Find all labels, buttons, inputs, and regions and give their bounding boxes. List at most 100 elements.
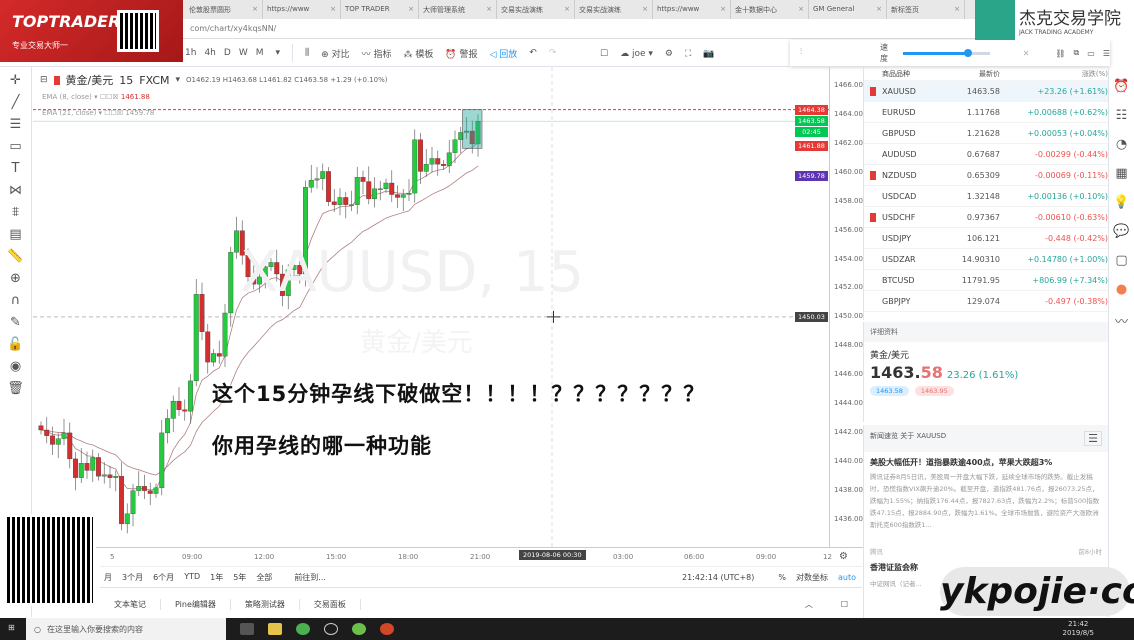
- horizontal-lines-icon[interactable]: ☰: [9, 117, 22, 132]
- browser-tab[interactable]: 新标签页 ×: [887, 0, 965, 19]
- close-tab-icon[interactable]: ×: [330, 5, 336, 13]
- windows-start-icon[interactable]: ⊞: [8, 623, 15, 632]
- settings-icon[interactable]: ⚙: [664, 48, 673, 59]
- pattern-icon[interactable]: ⋈: [9, 183, 22, 198]
- log-scale-toggle[interactable]: 对数坐标: [795, 572, 828, 582]
- watchlist-row[interactable]: GBPJPY 129.074 -0.497 (-0.38%): [864, 291, 1108, 312]
- lock-icon[interactable]: 🔓: [7, 337, 24, 352]
- replay-button[interactable]: ◁ 回放: [489, 49, 518, 60]
- interval-1h[interactable]: 1h: [185, 48, 197, 58]
- watchlist-row[interactable]: USDJPY 106.121 -0.448 (-0.42%): [864, 228, 1108, 249]
- browser-tab[interactable]: https://www ×: [263, 0, 341, 19]
- close-tab-icon[interactable]: ×: [252, 5, 258, 13]
- fullscreen-icon[interactable]: ⛶: [684, 48, 692, 59]
- news-headline-2[interactable]: 香港证监会称: [870, 563, 918, 572]
- interval-D[interactable]: D: [223, 48, 231, 58]
- alert-button[interactable]: ⏰ 警报: [445, 49, 478, 60]
- tab-pine-editor[interactable]: Pine编辑器: [161, 598, 231, 610]
- file-explorer-icon[interactable]: [268, 623, 282, 635]
- close-icon[interactable]: ✕: [1022, 48, 1030, 58]
- range-button[interactable]: YTD: [184, 571, 201, 581]
- indicators-button[interactable]: 〰 指标: [361, 49, 392, 60]
- browser-tab[interactable]: GM General ×: [809, 0, 887, 19]
- watchlist-row[interactable]: USDCAD 1.32148 +0.00136 (+0.10%): [864, 186, 1108, 207]
- layout-icon[interactable]: ☐: [600, 48, 609, 59]
- trendline-icon[interactable]: ╱: [11, 95, 20, 110]
- watchlist-row[interactable]: EURUSD 1.11768 +0.00688 (+0.62%): [864, 102, 1108, 123]
- close-tab-icon[interactable]: ×: [486, 5, 492, 13]
- watchlist-row[interactable]: USDCHF 0.97367 -0.00610 (-0.63%): [864, 207, 1108, 228]
- close-tab-icon[interactable]: ×: [564, 5, 570, 13]
- speed-slider[interactable]: [902, 48, 990, 57]
- alarm-clock-icon[interactable]: ⏰: [1113, 79, 1130, 94]
- watchlist-row[interactable]: NZDUSD 0.65309 -0.00069 (-0.11%): [864, 165, 1108, 186]
- collapse-icon[interactable]: ⊟: [40, 75, 48, 85]
- taskbar-clock[interactable]: 21:42 2019/8/5: [1063, 620, 1094, 638]
- browser-tab[interactable]: 金十数据中心 ×: [731, 0, 809, 19]
- chat-icon[interactable]: 💬: [1113, 224, 1130, 239]
- watchlist-icon[interactable]: ☷: [1115, 108, 1128, 123]
- range-button[interactable]: 全部: [256, 572, 273, 582]
- redo-icon[interactable]: ↷: [548, 48, 557, 58]
- rectangle-icon[interactable]: ▭: [1087, 48, 1095, 58]
- tab-trading-panel[interactable]: 交易面板: [300, 598, 361, 610]
- zoom-icon[interactable]: ⊕: [10, 271, 21, 286]
- watchlist-row[interactable]: GBPUSD 1.21628 +0.00053 (+0.04%): [864, 123, 1108, 144]
- cloud-user-button[interactable]: ☁ joe ▾: [620, 48, 653, 59]
- ruler-icon[interactable]: 📏: [7, 249, 24, 264]
- watchlist-row[interactable]: AUDUSD 0.67687 -0.00299 (-0.44%): [864, 144, 1108, 165]
- close-tab-icon[interactable]: ×: [954, 5, 960, 13]
- tab-strategy-tester[interactable]: 策略测试器: [231, 598, 300, 610]
- close-tab-icon[interactable]: ×: [798, 5, 804, 13]
- watchlist-row[interactable]: USDZAR 14.90310 +0.14780 (+1.00%): [864, 249, 1108, 270]
- camera-icon[interactable]: 📷: [703, 48, 715, 59]
- close-tab-icon[interactable]: ×: [642, 5, 648, 13]
- symbol-name[interactable]: 黄金/美元: [65, 74, 114, 87]
- auto-scale-toggle[interactable]: auto: [837, 572, 856, 582]
- news-headline[interactable]: 美股大幅低开！道指暴跌逾400点，苹果大跌超3%: [870, 458, 1053, 467]
- chrome-icon[interactable]: [296, 623, 310, 635]
- browser-tab[interactable]: TOP TRADER ×: [341, 0, 419, 19]
- pie-chart-icon[interactable]: ◔: [1115, 137, 1128, 152]
- mascot-icon[interactable]: ●: [1115, 282, 1128, 297]
- watchlist-row[interactable]: XAUUSD 1463.58 +23.26 (+1.61%): [864, 81, 1108, 102]
- candle-type-icon[interactable]: ⫼: [305, 48, 310, 58]
- prediction-icon[interactable]: ▤: [9, 227, 22, 242]
- axis-settings-icon[interactable]: ⚙: [839, 551, 848, 562]
- message-icon[interactable]: ▢: [1115, 253, 1128, 268]
- interval-4h[interactable]: 4h: [204, 48, 216, 58]
- menu-icon[interactable]: ☰: [1084, 431, 1102, 446]
- chevron-down-icon[interactable]: ▾: [175, 75, 181, 85]
- flag-icon[interactable]: [870, 171, 876, 180]
- browser-tab[interactable]: 交易实战演练 ×: [497, 0, 575, 19]
- flag-icon[interactable]: [870, 87, 876, 96]
- header-symbol[interactable]: 商品品种: [882, 69, 910, 78]
- range-button[interactable]: 1年: [210, 572, 224, 582]
- range-button[interactable]: 3个月: [122, 572, 144, 582]
- browser-tab[interactable]: 伦敦股票圆形 ×: [185, 0, 263, 19]
- lightbulb-icon[interactable]: 💡: [1113, 195, 1130, 210]
- taskbar-search[interactable]: ○ 在这里输入你要搜索的内容: [26, 618, 226, 640]
- interval-W[interactable]: W: [238, 48, 248, 58]
- maximize-panel-icon[interactable]: ☐: [840, 599, 848, 609]
- crosshair-icon[interactable]: ✛: [10, 73, 21, 88]
- range-button[interactable]: 月: [104, 572, 112, 582]
- rectangle-icon[interactable]: ▭: [9, 139, 22, 154]
- tab-text-notes[interactable]: 文本笔记: [100, 598, 161, 610]
- templates-button[interactable]: ⁂ 模板: [403, 49, 434, 60]
- app-icon[interactable]: [324, 623, 338, 635]
- powerpoint-icon[interactable]: [380, 623, 394, 635]
- percent-toggle[interactable]: %: [778, 572, 786, 582]
- undo-icon[interactable]: ↶: [529, 48, 537, 58]
- trash-icon[interactable]: 🗑: [7, 381, 24, 396]
- eye-icon[interactable]: ◉: [9, 359, 22, 374]
- price-chart[interactable]: [33, 67, 829, 547]
- ema8-legend[interactable]: EMA (8, close) ▾ ☐☐☒ 1461.88: [42, 93, 150, 101]
- stream-icon[interactable]: 〰: [1114, 315, 1128, 330]
- watchlist-row[interactable]: BTCUSD 11791.95 +806.99 (+7.34%): [864, 270, 1108, 291]
- data-window-icon[interactable]: ⧉: [1073, 48, 1080, 57]
- collapse-panel-icon[interactable]: ︿: [804, 599, 813, 609]
- range-button[interactable]: 5年: [233, 572, 247, 582]
- flag-icon[interactable]: [870, 213, 876, 222]
- fib-icon[interactable]: ⩨: [11, 205, 20, 220]
